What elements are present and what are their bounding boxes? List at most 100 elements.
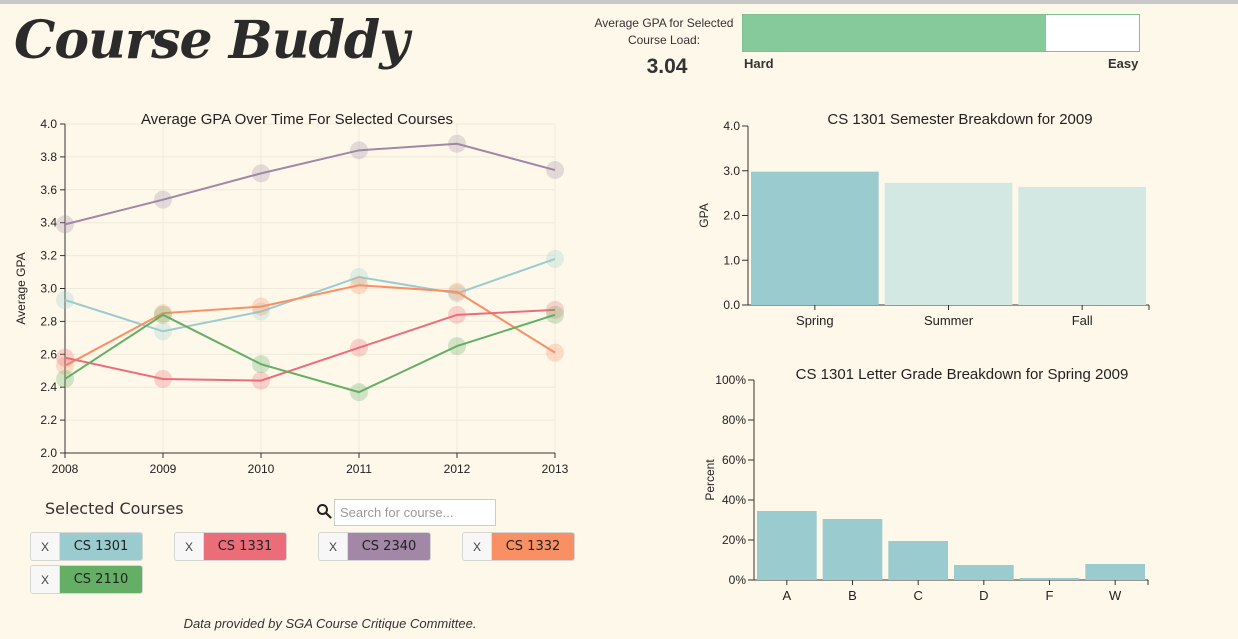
bar-spring xyxy=(751,171,879,305)
x-tick-label: 2010 xyxy=(248,462,275,476)
x-tick-label: W xyxy=(1109,588,1122,603)
gpa-meter-label: Average GPA for Selected Course Load: xyxy=(594,16,734,47)
gpa-hard-label: Hard xyxy=(744,56,774,71)
x-tick-label: 2011 xyxy=(346,462,372,476)
data-point xyxy=(252,355,270,374)
bar-a xyxy=(757,511,817,580)
app-logo: Course Buddy xyxy=(14,10,409,71)
y-tick-label: 2.0 xyxy=(40,446,57,460)
data-point xyxy=(448,337,466,356)
y-tick-label: 3.2 xyxy=(40,249,57,263)
letter-grade-chart: CS 1301 Letter Grade Breakdown for Sprin… xyxy=(703,366,1149,603)
data-point xyxy=(350,267,368,286)
y-tick-label: 3.6 xyxy=(40,183,57,197)
selected-courses-title: Selected Courses xyxy=(45,499,184,518)
y-axis-label: GPA xyxy=(697,203,711,227)
x-tick-label: 2012 xyxy=(444,462,471,476)
data-point xyxy=(154,190,172,209)
x-tick-label: Fall xyxy=(1072,313,1093,328)
chart-title: CS 1301 Letter Grade Breakdown for Sprin… xyxy=(796,366,1129,383)
x-tick-label: D xyxy=(979,588,988,603)
course-chip-label: CS 1331 xyxy=(204,533,286,560)
data-point xyxy=(154,305,172,324)
y-tick-label: 60% xyxy=(722,453,746,467)
x-tick-label: B xyxy=(848,588,857,603)
y-tick-label: 1.0 xyxy=(723,253,740,267)
data-point xyxy=(546,343,564,362)
bar-b xyxy=(822,519,883,580)
y-tick-label: 3.0 xyxy=(723,164,740,178)
y-tick-label: 40% xyxy=(722,493,746,507)
data-point xyxy=(56,369,74,388)
data-point xyxy=(56,348,74,367)
y-tick-label: 4.0 xyxy=(40,117,57,131)
course-chip-cs-1331: X CS 1331 xyxy=(174,532,287,561)
course-chip-cs-2340: X CS 2340 xyxy=(318,532,431,561)
search-icon xyxy=(317,504,332,519)
course-search-input[interactable] xyxy=(334,499,496,526)
bar-c xyxy=(888,541,948,580)
y-tick-label: 2.0 xyxy=(723,209,740,223)
x-tick-label: 2009 xyxy=(150,462,177,476)
data-point xyxy=(546,300,564,319)
course-chip-label: CS 2110 xyxy=(60,566,142,593)
data-point xyxy=(252,371,270,390)
course-chip-label: CS 2340 xyxy=(348,533,430,560)
bar-f xyxy=(1019,578,1080,580)
footer-credit: Data provided by SGA Course Critique Com… xyxy=(183,616,477,631)
series-line-cs-1332 xyxy=(64,284,556,367)
top-border xyxy=(0,0,1238,4)
remove-course-button[interactable]: X xyxy=(31,566,60,593)
y-tick-label: 3.0 xyxy=(40,282,57,296)
chart-title: Average GPA Over Time For Selected Cours… xyxy=(141,111,453,128)
y-tick-label: 3.8 xyxy=(40,150,57,164)
x-tick-label: F xyxy=(1046,588,1054,603)
series-line-cs-1331 xyxy=(64,308,556,382)
y-tick-label: 100% xyxy=(715,373,746,387)
course-chip-cs-1332: X CS 1332 xyxy=(462,532,575,561)
y-axis-label: Average GPA xyxy=(14,252,28,324)
data-point xyxy=(448,134,466,153)
remove-course-button[interactable]: X xyxy=(31,533,60,560)
course-chip-label: CS 1301 xyxy=(60,533,142,560)
gpa-easy-label: Easy xyxy=(1108,56,1139,71)
gpa-difficulty-bar xyxy=(742,14,1140,52)
semester-breakdown-chart: CS 1301 Semester Breakdown for 2009 0.0 1.… xyxy=(697,111,1150,328)
x-tick-label: Spring xyxy=(796,313,834,328)
y-tick-label: 80% xyxy=(722,413,746,427)
x-tick-label: C xyxy=(913,588,922,603)
data-point xyxy=(56,291,74,310)
data-point xyxy=(350,338,368,357)
data-point xyxy=(350,383,368,402)
y-axis-label: Percent xyxy=(703,459,717,501)
series-line-cs-2340 xyxy=(64,142,556,226)
bar-w xyxy=(1085,564,1145,580)
data-point xyxy=(154,369,172,388)
bar-d xyxy=(954,565,1014,580)
remove-course-button[interactable]: X xyxy=(463,533,492,560)
course-chip-cs-1301: X CS 1301 xyxy=(30,532,143,561)
x-tick-label: 2013 xyxy=(542,462,569,476)
y-tick-label: 2.6 xyxy=(40,347,57,361)
data-point xyxy=(252,164,270,183)
y-tick-label: 0.0 xyxy=(723,298,740,312)
data-point xyxy=(448,305,466,324)
y-tick-label: 20% xyxy=(722,533,746,547)
y-tick-label: 3.4 xyxy=(40,216,57,230)
remove-course-button[interactable]: X xyxy=(175,533,204,560)
y-tick-label: 2.2 xyxy=(40,413,57,427)
gpa-meter-value: 3.04 xyxy=(646,55,688,78)
bar-summer xyxy=(884,182,1013,305)
gpa-over-time-chart: 2.0 2.2 2.4 2.6 2.8 3.0 3.2 3.4 3.6 3.8 4.0 2008 200… xyxy=(14,111,569,476)
data-point xyxy=(448,282,466,301)
data-point xyxy=(546,249,564,268)
course-chip-label: CS 1332 xyxy=(492,533,574,560)
gpa-difficulty-fill xyxy=(743,15,1046,51)
bar-fall xyxy=(1018,186,1146,305)
data-point xyxy=(350,141,368,160)
data-point xyxy=(350,276,368,295)
chart-title: CS 1301 Semester Breakdown for 2009 xyxy=(827,111,1092,128)
remove-course-button[interactable]: X xyxy=(319,533,348,560)
y-tick-label: 2.8 xyxy=(40,314,57,328)
data-point xyxy=(448,284,466,303)
